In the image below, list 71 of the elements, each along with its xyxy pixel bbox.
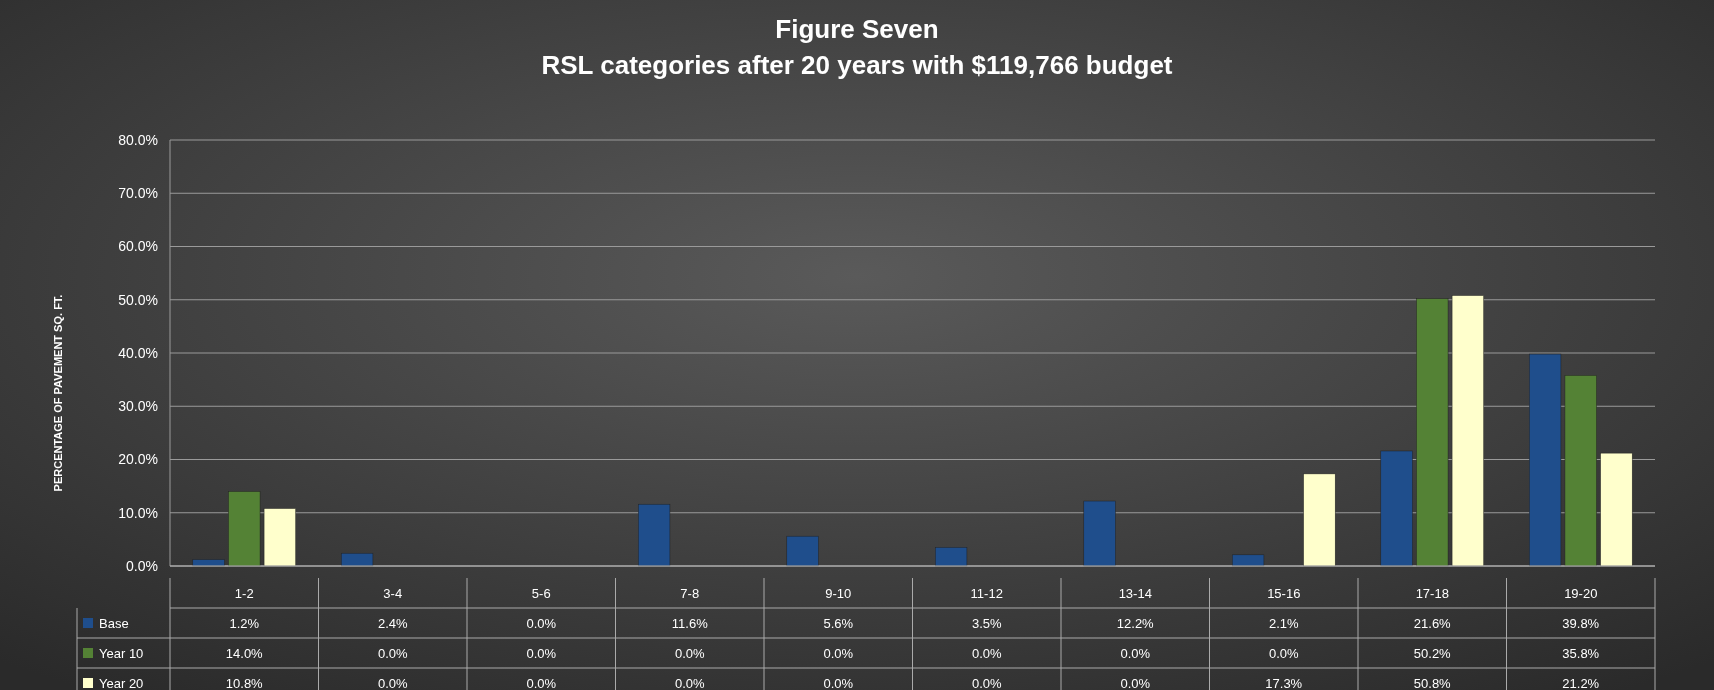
data-label: 14.0% (225, 645, 264, 661)
x-tick-label: 1-2 (234, 585, 254, 601)
data-label: 3.5% (971, 615, 1002, 631)
data-label: 0.0% (674, 675, 705, 690)
bar (263, 508, 296, 567)
y-tick-label: 50.0% (118, 291, 158, 308)
bar (1416, 298, 1449, 567)
bar (1303, 473, 1336, 567)
x-tick-label: 17-18 (1415, 585, 1449, 601)
x-tick-label: 7-8 (680, 585, 700, 601)
data-label: 0.0% (526, 675, 557, 690)
y-tick-label: 10.0% (118, 504, 158, 521)
y-tick-label: 30.0% (118, 398, 158, 415)
x-tick-label: 13-14 (1118, 585, 1152, 601)
data-label: 0.0% (674, 645, 705, 661)
bar (1564, 375, 1597, 567)
data-label: 0.0% (1268, 645, 1299, 661)
bar (786, 535, 819, 567)
y-tick-label: 40.0% (118, 344, 158, 361)
data-label: 0.0% (377, 645, 408, 661)
bar (1451, 295, 1484, 567)
data-label: 50.2% (1413, 645, 1452, 661)
x-tick-label: 11-12 (970, 585, 1003, 601)
data-label: 39.8% (1562, 615, 1600, 631)
y-tick-label: 20.0% (118, 451, 158, 468)
data-label: 17.3% (1265, 675, 1303, 690)
data-label: 35.8% (1562, 645, 1600, 661)
y-tick-label: 70.0% (118, 185, 158, 202)
bar (228, 491, 261, 567)
data-label: 1.2% (229, 615, 260, 631)
data-label: 21.6% (1413, 615, 1452, 631)
x-tick-label: 9-10 (825, 585, 852, 601)
data-label: 0.0% (823, 645, 854, 661)
y-axis-title: PERCENTAGE OF PAVEMENT SQ. FT. (52, 294, 64, 492)
data-label: 0.0% (971, 675, 1002, 690)
data-label: 2.1% (1268, 615, 1299, 631)
x-tick-label: 15-16 (1267, 585, 1301, 601)
y-tick-label: 0.0% (126, 557, 158, 574)
bar (935, 547, 968, 567)
x-tick-label: 19-20 (1564, 585, 1598, 601)
data-label: 11.6% (671, 615, 709, 631)
data-label: 50.8% (1413, 675, 1452, 690)
data-label: 5.6% (823, 615, 854, 631)
data-label: 0.0% (1120, 645, 1151, 661)
bar (1529, 353, 1562, 567)
data-label: 0.0% (971, 645, 1002, 661)
data-label: 0.0% (1120, 675, 1151, 690)
y-tick-label: 80.0% (118, 131, 158, 148)
y-tick-label: 60.0% (118, 238, 158, 255)
data-label: 10.8% (225, 675, 264, 690)
data-label: 0.0% (377, 675, 408, 690)
data-label: 0.0% (526, 645, 557, 661)
bar (341, 552, 374, 567)
bar (1380, 450, 1413, 567)
x-tick-label: 5-6 (531, 585, 551, 601)
bar (638, 503, 671, 567)
chart-title: Figure Seven (775, 14, 939, 44)
legend-label: Base (99, 615, 129, 631)
legend-label: Year 20 (99, 675, 144, 690)
legend-label: Year 10 (99, 645, 144, 661)
bar (1600, 452, 1633, 567)
bar (192, 559, 225, 567)
data-label: 0.0% (823, 675, 854, 690)
bar (1083, 500, 1116, 567)
chart-subtitle: RSL categories after 20 years with $119,766 budget (541, 50, 1173, 80)
data-label: 0.0% (526, 615, 557, 631)
data-label: 12.2% (1116, 615, 1155, 631)
data-label: 2.4% (377, 615, 408, 631)
data-label: 21.2% (1562, 675, 1600, 690)
x-tick-label: 3-4 (383, 585, 403, 601)
bar (1232, 554, 1265, 567)
